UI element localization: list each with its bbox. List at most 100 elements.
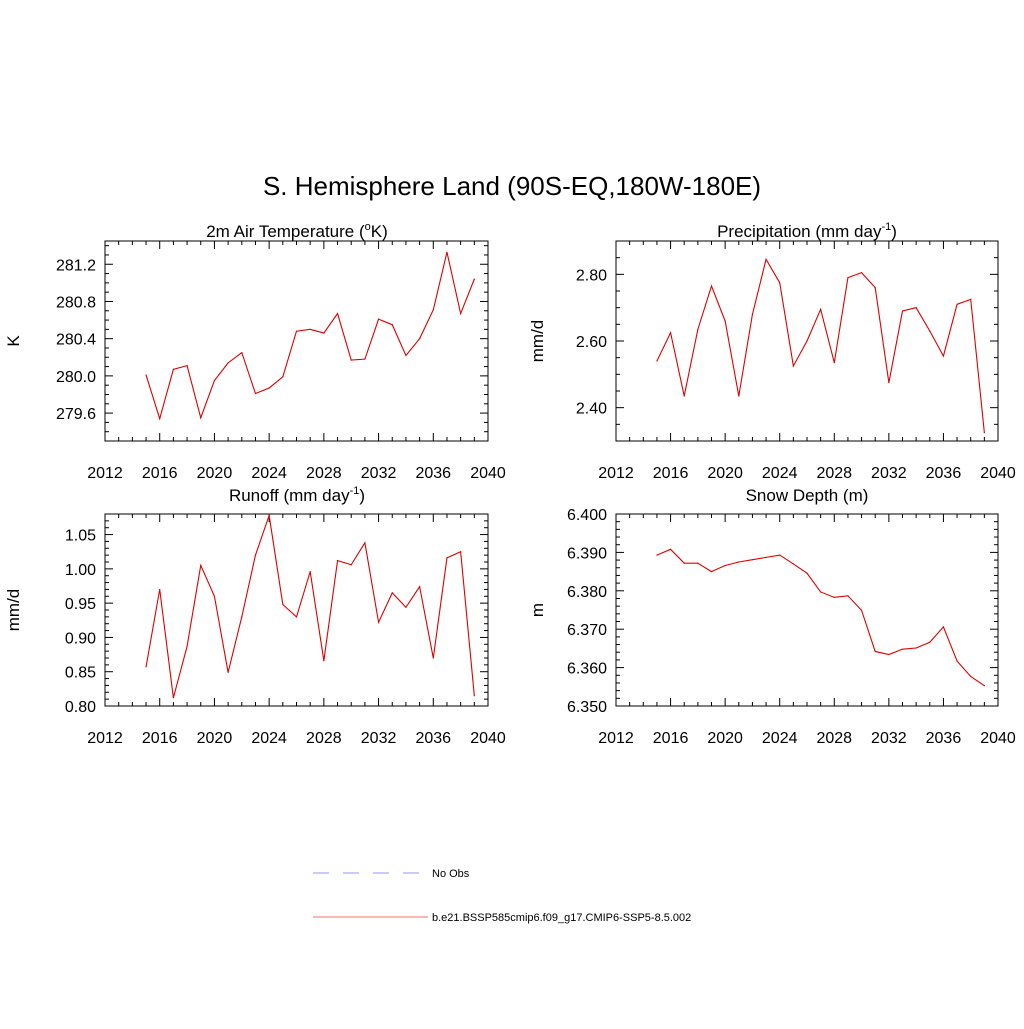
data-point <box>241 352 243 354</box>
data-point <box>656 360 658 362</box>
data-point <box>419 338 421 340</box>
legend-label-model: b.e21.BSSP585cmip6.f09_g17.CMIP6-SSP5-8.… <box>432 912 691 924</box>
data-point <box>860 609 863 611</box>
data-point <box>901 310 904 312</box>
data-point <box>364 358 366 360</box>
data-point <box>268 514 270 516</box>
y-axis-label: mm/d <box>4 589 23 632</box>
data-point <box>405 354 407 357</box>
data-point <box>738 395 740 397</box>
x-tick-label: 2024 <box>251 465 287 482</box>
data-point <box>186 365 188 367</box>
data-point <box>874 287 876 289</box>
data-point <box>159 418 161 420</box>
x-tick-label: 2012 <box>598 730 634 747</box>
data-point <box>391 324 393 326</box>
data-point <box>186 645 188 647</box>
data-point <box>323 332 325 334</box>
y-tick-label: 0.95 <box>65 596 96 613</box>
data-point <box>710 571 713 573</box>
x-tick-label: 2032 <box>361 730 397 747</box>
x-tick-label: 2024 <box>762 465 798 482</box>
data-point <box>833 596 835 598</box>
data-point <box>473 278 475 280</box>
data-point <box>241 616 243 618</box>
x-tick-label: 2040 <box>470 730 506 747</box>
x-tick-label: 2036 <box>415 730 451 747</box>
plot-frame <box>615 513 999 707</box>
data-point <box>874 650 876 653</box>
data-point <box>970 298 972 300</box>
y-tick-label: 1.00 <box>65 562 96 579</box>
data-point <box>432 309 434 311</box>
data-point <box>309 571 311 573</box>
y-tick-label: 1.05 <box>65 528 96 545</box>
data-point <box>213 595 216 597</box>
figure-title: S. Hemisphere Land (90S-EQ,180W-180E) <box>263 171 761 201</box>
x-tick-label: 2028 <box>816 730 852 747</box>
x-tick-label: 2020 <box>197 730 233 747</box>
data-point <box>473 695 475 697</box>
data-point <box>213 379 216 382</box>
data-point <box>765 556 767 558</box>
data-point <box>942 626 945 628</box>
y-tick-label: 0.90 <box>65 630 96 647</box>
y-tick-label: 6.380 <box>567 584 607 601</box>
data-series-line <box>145 252 475 421</box>
x-tick-label: 2040 <box>980 730 1016 747</box>
y-axis-label: m <box>528 603 547 617</box>
data-point <box>254 392 257 395</box>
panel-runoff: Runoff (mm day-1) 2012 2016 2020 2024 2028 20… <box>4 485 506 747</box>
data-series-line <box>656 548 985 687</box>
data-point <box>145 374 147 376</box>
data-point <box>847 277 849 279</box>
data-point <box>432 657 434 659</box>
data-point <box>227 671 229 674</box>
data-point <box>446 557 448 559</box>
y-tick-label: 0.80 <box>65 699 96 716</box>
data-point <box>200 564 202 567</box>
panel-title: Snow Depth (m) <box>746 486 869 505</box>
x-tick-label: 2040 <box>980 465 1016 482</box>
data-point <box>377 318 380 320</box>
data-point <box>172 697 174 699</box>
data-point <box>145 666 147 668</box>
data-point <box>820 591 822 593</box>
y-tick-label: 279.6 <box>56 406 96 423</box>
data-point <box>983 432 985 434</box>
data-point <box>200 417 202 419</box>
x-tick-label: 2024 <box>762 730 798 747</box>
data-point <box>956 303 958 305</box>
data-point <box>405 606 407 608</box>
y-axis-label: K <box>4 335 23 347</box>
y-tick-label: 0.85 <box>65 665 96 682</box>
legend: No Obs b.e21.BSSP585cmip6.f09_g17.CMIP6-… <box>313 868 691 924</box>
data-point <box>419 586 421 588</box>
data-series-line <box>145 515 475 698</box>
data-point <box>336 312 339 315</box>
data-point <box>697 562 699 564</box>
data-point <box>350 564 352 566</box>
data-point <box>295 330 298 332</box>
x-tick-label: 2032 <box>871 730 907 747</box>
data-point <box>806 572 808 574</box>
data-point <box>377 621 380 623</box>
x-tick-label: 2016 <box>653 730 689 747</box>
x-tick-label: 2012 <box>87 465 123 482</box>
data-point <box>268 387 270 389</box>
data-point <box>683 395 685 397</box>
data-point <box>792 365 794 367</box>
data-point <box>282 603 284 606</box>
data-point <box>336 560 339 562</box>
data-point <box>833 362 835 364</box>
y-axis-label: mm/d <box>528 320 547 363</box>
x-tick-label: 2036 <box>926 465 962 482</box>
data-point <box>929 641 931 643</box>
x-tick-label: 2036 <box>926 730 962 747</box>
data-point <box>888 382 890 384</box>
data-point <box>460 551 462 553</box>
data-point <box>172 368 174 370</box>
data-point <box>970 675 972 678</box>
data-point <box>792 563 794 565</box>
